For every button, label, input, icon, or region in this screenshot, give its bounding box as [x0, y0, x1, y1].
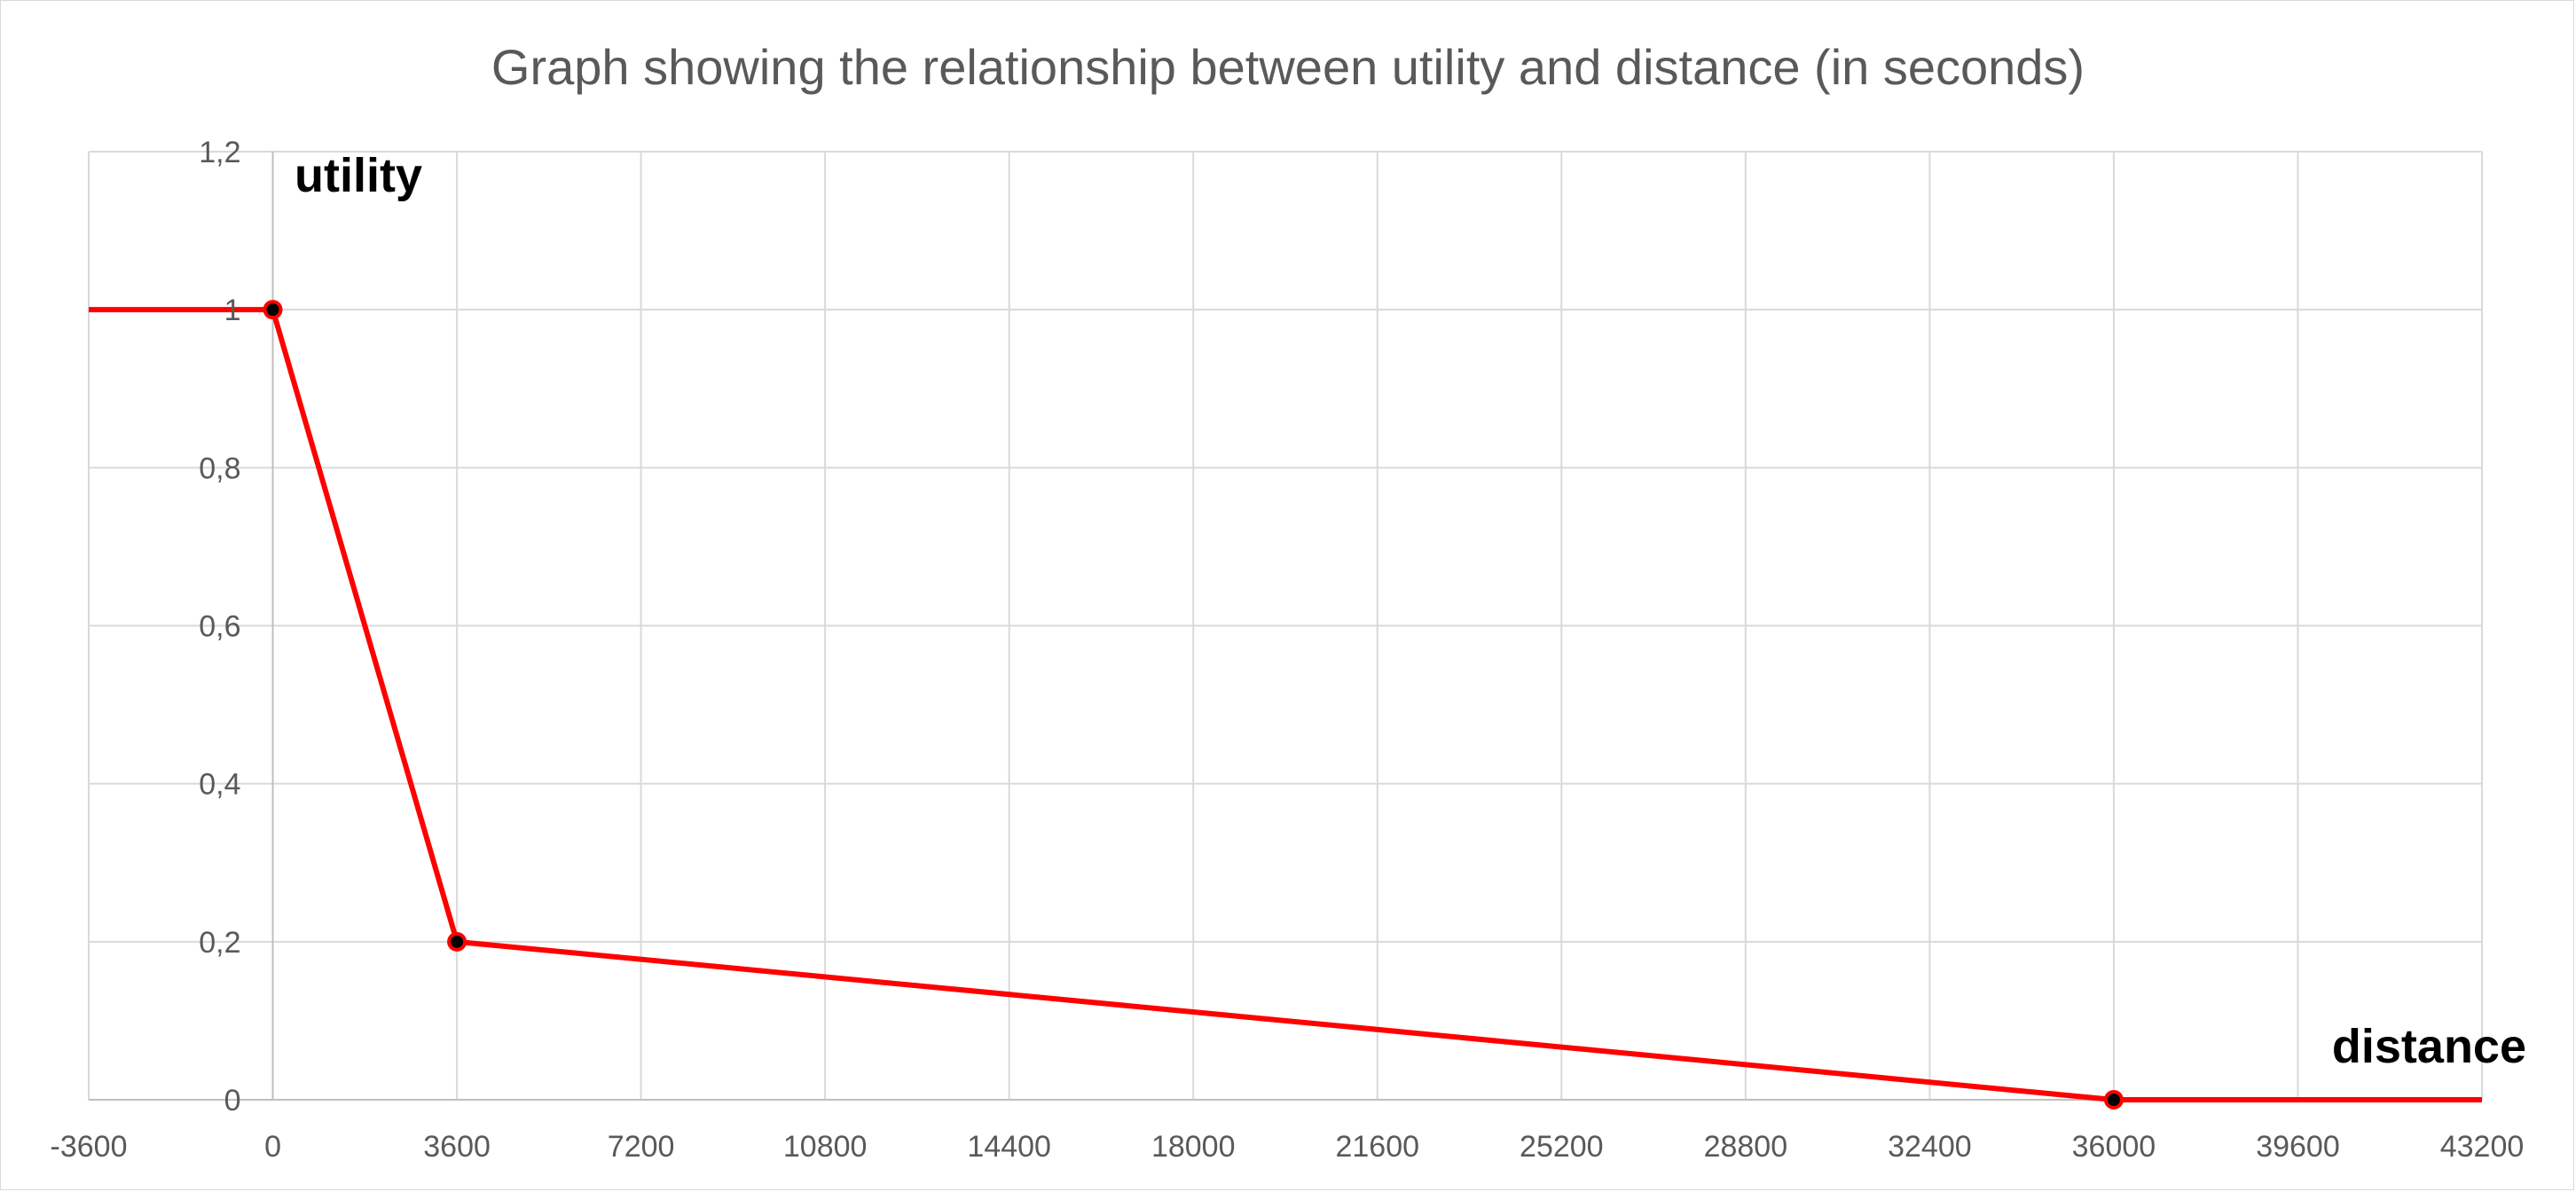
- x-tick-label: 36000: [2072, 1130, 2156, 1164]
- x-tick-label: 39600: [2256, 1130, 2340, 1164]
- x-axis-title: distance: [2332, 1020, 2526, 1073]
- grid: [88, 151, 2483, 1100]
- data-point: [263, 300, 283, 320]
- x-tick-label: 43200: [2440, 1130, 2525, 1164]
- y-tick-label: 0,6: [199, 610, 240, 644]
- x-tick-label: -3600: [51, 1130, 128, 1164]
- markers: [263, 300, 2124, 1110]
- x-tick-label: 18000: [1151, 1130, 1236, 1164]
- y-tick-label: 0: [224, 1084, 241, 1118]
- x-tick-label: 32400: [1888, 1130, 1972, 1164]
- x-tick-label: 7200: [608, 1130, 675, 1164]
- y-tick-label: 0,8: [199, 451, 240, 485]
- series: [89, 307, 2482, 1102]
- data-point: [2103, 1090, 2124, 1110]
- x-tick-label: 21600: [1335, 1130, 1419, 1164]
- x-tick-label: 0: [264, 1130, 281, 1164]
- y-tick-label: 0,2: [199, 926, 240, 960]
- x-tick-label: 25200: [1520, 1130, 1604, 1164]
- y-tick-label: 1,2: [199, 136, 240, 169]
- y-tick-label: 1: [224, 294, 241, 327]
- x-tick-label: 3600: [423, 1130, 491, 1164]
- x-tick-label: 28800: [1704, 1130, 1788, 1164]
- y-tick-label: 0,4: [199, 768, 240, 802]
- x-tick-label: 14400: [967, 1130, 1051, 1164]
- series-line: [89, 307, 2482, 1102]
- data-point: [447, 931, 467, 952]
- chart-title: Graph showing the relationship between u…: [491, 39, 2085, 95]
- labels: -3600 0 3600 7200 10800 14400 18000 21600 25200 2…: [51, 136, 2525, 1164]
- x-tick-label: 10800: [783, 1130, 868, 1164]
- y-axis-title: utility: [295, 149, 422, 202]
